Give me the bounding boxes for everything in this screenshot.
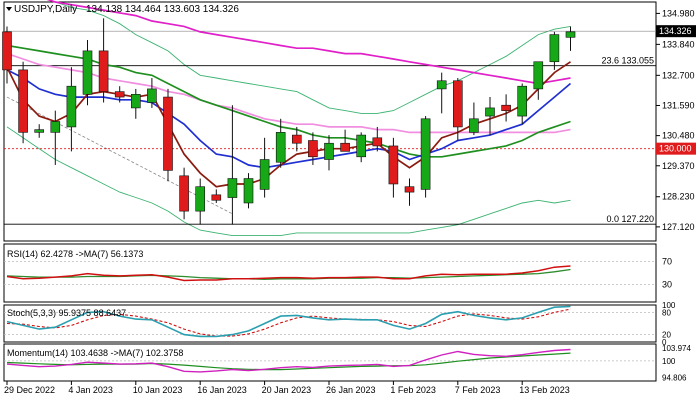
candle-bear xyxy=(18,69,28,133)
candle-bull xyxy=(82,50,93,95)
candle-bull xyxy=(227,178,238,198)
candle-bull xyxy=(469,118,479,133)
price-axis-label: 131.590 xyxy=(662,100,695,110)
candle-bull xyxy=(517,85,528,117)
candle-bear xyxy=(163,96,173,171)
candle-bull xyxy=(243,178,254,204)
price-axis-label: 133.840 xyxy=(662,39,695,49)
rsi-title: RSI(14) 62.4278 ->MA(7) 56.1373 xyxy=(7,249,143,259)
fib-level-label: 23.6 133.055 xyxy=(601,56,654,66)
candle-bull xyxy=(565,31,576,38)
current-price-label: 134.326 xyxy=(659,26,692,36)
stoch-axis-label: 100 xyxy=(662,301,676,310)
red-level-badge xyxy=(656,142,696,155)
envelope-upper-line xyxy=(47,0,571,114)
candle-bull xyxy=(147,88,157,103)
momentum-axis-label: 94.806 xyxy=(662,374,687,383)
price-axis-label: 127.120 xyxy=(662,222,695,232)
chart-header: USDJPY,Daily 134.138 134.464 133.603 134.… xyxy=(6,4,239,15)
candle-bear xyxy=(388,145,399,185)
momentum-line xyxy=(6,348,571,373)
date-axis-label: 20 Jan 2023 xyxy=(262,385,312,395)
candle-bear xyxy=(501,104,511,111)
fib-level-label: 0.0 127.220 xyxy=(606,214,654,224)
candle-bear xyxy=(452,80,463,128)
pane-frame-2 xyxy=(3,304,657,343)
date-axis-label: 7 Feb 2023 xyxy=(455,385,501,395)
candle-bear xyxy=(2,31,12,71)
candle-bull xyxy=(324,142,334,160)
candle-bear xyxy=(98,50,109,92)
candle-bull xyxy=(259,159,270,190)
symbol-label: USDJPY,Daily xyxy=(14,4,77,15)
momentum-axis-label: 100 xyxy=(662,357,676,366)
price-axis-label: 134.980 xyxy=(662,8,695,18)
pane-frame-0 xyxy=(3,1,657,242)
candle-bear xyxy=(404,186,415,193)
candle-bear xyxy=(308,140,318,158)
rsi-axis-label: 70 xyxy=(662,256,672,266)
ohlc-label: 134.138 134.464 133.603 134.326 xyxy=(86,4,239,15)
stoch-axis-label: 0 xyxy=(662,338,667,347)
candle-bull xyxy=(66,85,77,128)
envelope-lower-line xyxy=(6,126,571,237)
candle-bear xyxy=(114,91,125,98)
candle-bull xyxy=(549,34,560,63)
red-level-label: 130.000 xyxy=(659,144,692,154)
momentum-axis-label: 103.974 xyxy=(662,344,691,353)
candle-bull xyxy=(420,118,431,190)
candle-bear xyxy=(340,142,350,152)
candle-bear xyxy=(179,175,189,212)
date-axis-label: 13 Feb 2023 xyxy=(519,385,570,395)
stoch-signal-line xyxy=(6,308,571,337)
candle-bear xyxy=(211,194,222,201)
candle-bull xyxy=(356,134,367,158)
candle-bull xyxy=(34,129,45,133)
price-axis-label: 129.370 xyxy=(662,161,695,171)
date-axis-label: 4 Jan 2023 xyxy=(68,385,113,395)
candle-bull xyxy=(533,61,544,90)
current-price-badge xyxy=(656,25,696,38)
candle-bull xyxy=(131,94,141,109)
ma-line-blue xyxy=(6,69,572,169)
ma-line-magenta xyxy=(46,0,571,85)
candle-bear xyxy=(291,134,302,144)
stoch-main-line xyxy=(6,305,571,338)
price-axis-label: 128.230 xyxy=(662,192,695,202)
date-axis-label: 29 Dec 2022 xyxy=(4,385,55,395)
price-axis-label: 130.480 xyxy=(662,131,695,141)
momentum-title: Momentum(14) 103.4638 ->MA(7) 102.3758 xyxy=(7,348,183,358)
rsi-line xyxy=(6,265,571,282)
pane-frame-3 xyxy=(3,343,657,382)
candle-bull xyxy=(485,107,495,117)
rsi-axis-label: 30 xyxy=(662,280,672,290)
candle-bear xyxy=(372,137,383,147)
candle-bull xyxy=(50,121,61,133)
date-axis-label: 10 Jan 2023 xyxy=(133,385,183,395)
momentum-ma-line xyxy=(6,352,571,371)
candle-bull xyxy=(195,186,205,212)
stoch-axis-label: 20 xyxy=(662,331,671,340)
price-axis-label: 132.700 xyxy=(662,70,695,80)
candle-bull xyxy=(436,80,447,90)
date-axis-label: 1 Feb 2023 xyxy=(390,385,436,395)
date-axis-label: 26 Jan 2023 xyxy=(326,385,376,395)
trend-diagonal-line xyxy=(6,96,233,215)
stoch-title: Stoch(5,3,3) 95.9375 88.6437 xyxy=(7,308,126,318)
pane-frame-1 xyxy=(3,243,657,303)
stoch-axis-label: 80 xyxy=(662,308,671,317)
symbol-dropdown-icon xyxy=(6,7,12,11)
date-axis-label: 16 Jan 2023 xyxy=(197,385,247,395)
candle-bull xyxy=(275,132,286,163)
rsi-ma-line xyxy=(6,268,571,281)
